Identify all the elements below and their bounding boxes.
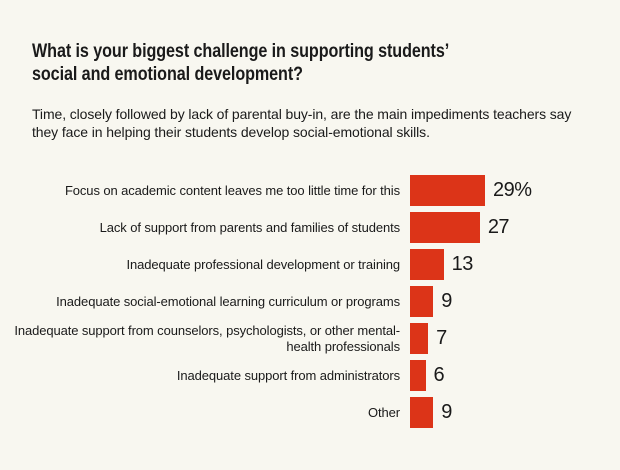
value-label: 9 [441,290,452,312]
bar-row: Inadequate support from administrators 6 [0,360,620,391]
value-label: 13 [451,253,474,275]
bar [410,212,480,243]
bar-row: Inadequate social-emotional learning cur… [0,286,620,317]
chart-subtitle: Time, closely followed by lack of parent… [32,106,572,140]
value-label: 27 [487,216,510,238]
bar [410,175,485,206]
bar-row: Other 9 [0,397,620,428]
bar-chart: Focus on academic content leaves me too … [0,175,620,434]
category-label: Lack of support from parents and familie… [99,219,400,235]
value-label: 7 [436,327,447,349]
category-label: Inadequate support from counselors, psyc… [14,322,400,354]
category-label: Inadequate support from administrators [176,367,400,383]
chart-title: What is your biggest challenge in suppor… [32,41,449,85]
bar [410,249,444,280]
bar [410,397,434,428]
bar-row: Focus on academic content leaves me too … [0,175,620,206]
bar-row: Lack of support from parents and familie… [0,212,620,243]
value-label: 6 [433,364,445,386]
bar [410,323,429,354]
category-label: Other [367,404,400,420]
bar [410,286,434,317]
bar-row: Inadequate professional development or t… [0,249,620,280]
bar-row: Inadequate support from counselors, psyc… [0,323,620,354]
bar [410,360,426,391]
value-label: 29% [492,179,532,201]
category-label: Focus on academic content leaves me too … [64,182,400,198]
category-label: Inadequate social-emotional learning cur… [56,293,400,309]
value-label: 9 [441,401,452,423]
category-label: Inadequate professional development or t… [126,256,400,272]
